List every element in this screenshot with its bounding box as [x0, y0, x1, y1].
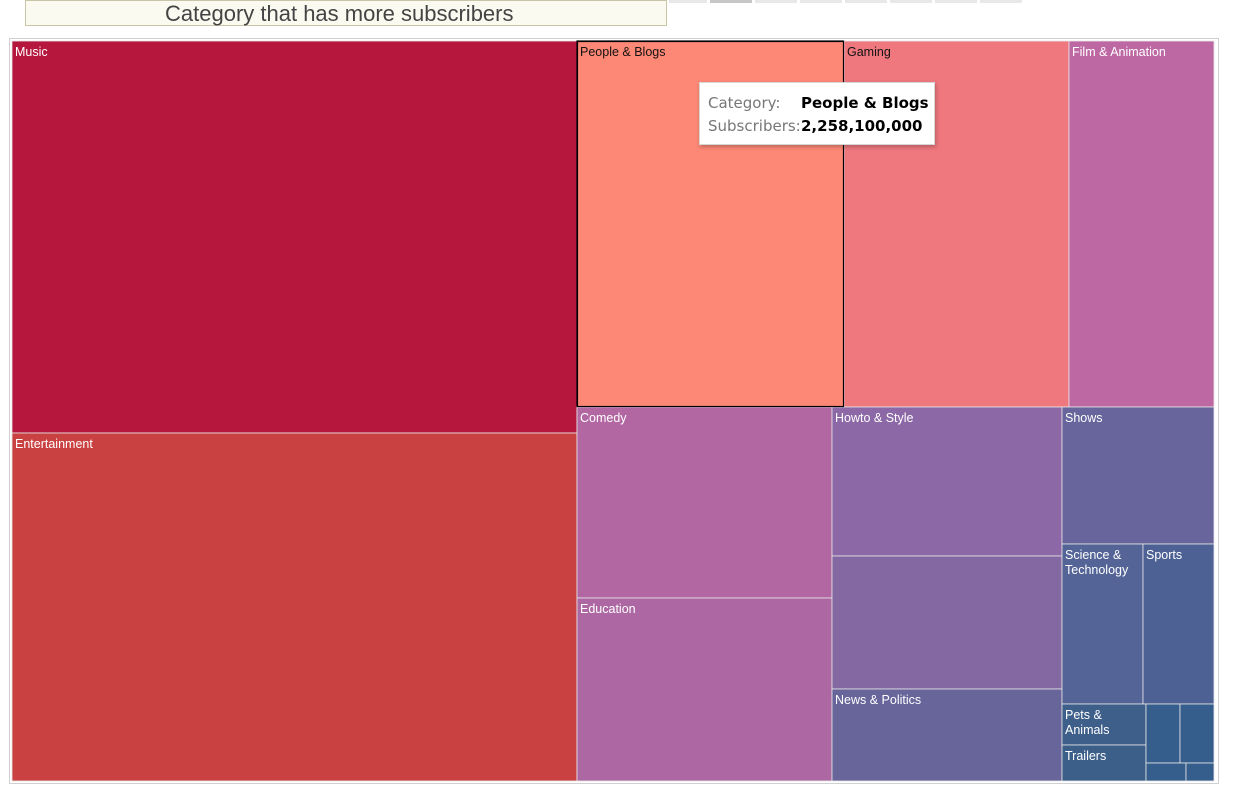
- chart-title: Category that has more subscribers: [25, 0, 667, 26]
- tile-label-pets-and-animals: Pets & Animals: [1065, 708, 1109, 737]
- tooltip-subscribers-key: Subscribers:: [708, 117, 801, 135]
- tile-label-people-and-blogs: People & Blogs: [580, 45, 665, 59]
- treemap-tile-news-and-politics[interactable]: [831, 688, 1063, 782]
- treemap-tile-entertainment[interactable]: [11, 432, 578, 782]
- treemap-tile-science-and-technology[interactable]: [1061, 543, 1144, 705]
- tab-indicator[interactable]: [800, 0, 842, 3]
- tile-label-music: Music: [15, 45, 48, 59]
- treemap-tile-unlabeled[interactable]: [1185, 762, 1215, 782]
- tab-indicator[interactable]: [845, 0, 887, 3]
- tile-label-howto-and-style: Howto & Style: [835, 411, 914, 425]
- tab-indicator[interactable]: [890, 0, 932, 3]
- treemap-tile-howto-and-style[interactable]: [831, 406, 1063, 557]
- treemap-tile-unlabeled[interactable]: [1145, 762, 1187, 782]
- treemap-tile-unlabeled[interactable]: [831, 555, 1063, 690]
- tab-indicator-active[interactable]: [710, 0, 752, 3]
- tab-indicator[interactable]: [755, 0, 797, 3]
- treemap-tile-trailers[interactable]: [1061, 744, 1147, 782]
- tab-indicator[interactable]: [980, 0, 1022, 3]
- treemap-tile-music[interactable]: [11, 40, 578, 434]
- tab-indicator[interactable]: [669, 0, 707, 3]
- tile-label-education: Education: [580, 602, 636, 616]
- treemap-tile-shows[interactable]: [1061, 406, 1215, 545]
- tile-label-gaming: Gaming: [847, 45, 891, 59]
- tooltip-subscribers-value: 2,258,100,000: [801, 117, 923, 135]
- treemap-tile-education[interactable]: [576, 597, 833, 782]
- tile-label-trailers: Trailers: [1065, 749, 1106, 763]
- treemap-tile-comedy[interactable]: [576, 406, 833, 599]
- treemap-tile-pets-and-animals[interactable]: [1061, 703, 1147, 746]
- treemap-tile-sports[interactable]: [1142, 543, 1215, 705]
- treemap-tile-unlabeled[interactable]: [1145, 703, 1181, 764]
- tab-indicator[interactable]: [935, 0, 977, 3]
- tile-label-science-and-technology: Science & Technology: [1065, 548, 1129, 577]
- tooltip-category-key: Category:: [708, 94, 781, 112]
- tile-label-sports: Sports: [1146, 548, 1182, 562]
- tile-label-shows: Shows: [1065, 411, 1103, 425]
- treemap-tile-film-and-animation[interactable]: [1068, 40, 1215, 408]
- highlight-outline: [576, 40, 845, 408]
- tooltip-category-value: People & Blogs: [801, 94, 929, 112]
- tile-label-news-and-politics: News & Politics: [835, 693, 921, 707]
- treemap-tile-unlabeled[interactable]: [1179, 703, 1215, 764]
- tile-label-entertainment: Entertainment: [15, 437, 93, 451]
- tooltip: Category: People & Blogs Subscribers: 2,…: [699, 82, 935, 145]
- tile-label-film-and-animation: Film & Animation: [1072, 45, 1166, 59]
- tile-label-comedy: Comedy: [580, 411, 627, 425]
